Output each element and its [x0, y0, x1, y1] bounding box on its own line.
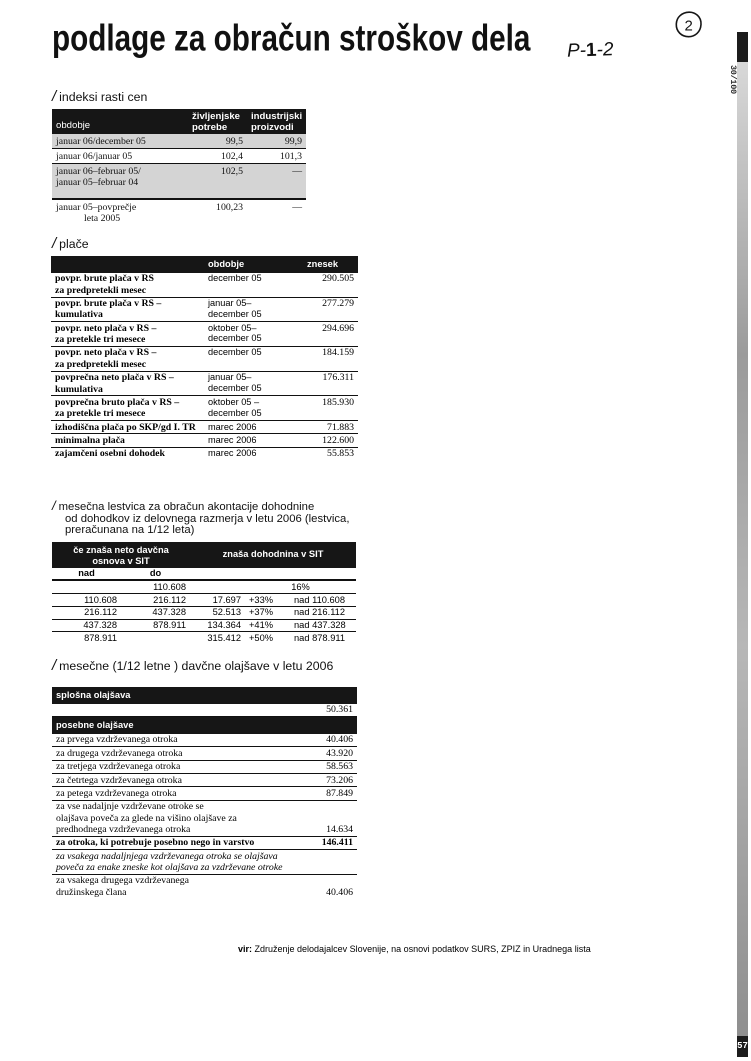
svg-text:2: 2 [685, 18, 693, 35]
